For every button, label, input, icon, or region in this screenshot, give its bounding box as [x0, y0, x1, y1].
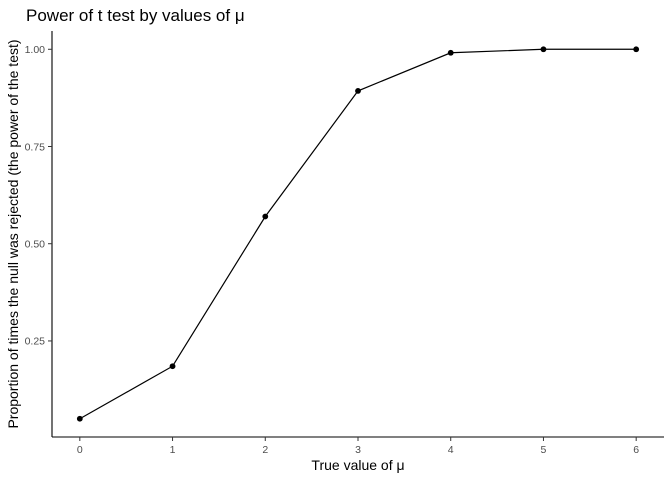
data-point — [633, 46, 640, 53]
y-tick-label: 0.25 — [25, 336, 46, 348]
y-tick-label: 1.00 — [25, 44, 46, 56]
x-tick-label: 2 — [262, 444, 268, 456]
x-tick-label: 6 — [633, 444, 639, 456]
data-point — [76, 415, 83, 422]
data-point — [540, 46, 547, 53]
data-point — [169, 363, 176, 370]
data-points — [76, 46, 640, 422]
x-tick-label: 3 — [355, 444, 361, 456]
power-series-line — [79, 48, 637, 420]
data-point — [355, 87, 361, 94]
x-tick-label: 4 — [448, 444, 454, 456]
x-tick-label: 1 — [170, 444, 176, 456]
y-axis-title: Proportion of times the null was rejecte… — [5, 39, 21, 428]
plot-area: 0.25 0.50 0.75 1.00 0 1 2 3 4 5 6 — [25, 31, 664, 456]
y-tick-label: 0.75 — [25, 141, 46, 153]
data-point — [447, 49, 454, 56]
y-ticks: 0.25 0.50 0.75 1.00 — [25, 44, 52, 348]
x-ticks: 0 1 2 3 4 5 6 — [77, 437, 639, 456]
data-point — [262, 213, 269, 220]
x-tick-label: 5 — [541, 444, 547, 456]
y-tick-label: 0.50 — [25, 239, 46, 251]
x-tick-label: 0 — [77, 444, 83, 456]
x-axis-title: True value of μ — [311, 457, 404, 473]
chart-title: Power of t test by values of μ — [26, 6, 245, 25]
